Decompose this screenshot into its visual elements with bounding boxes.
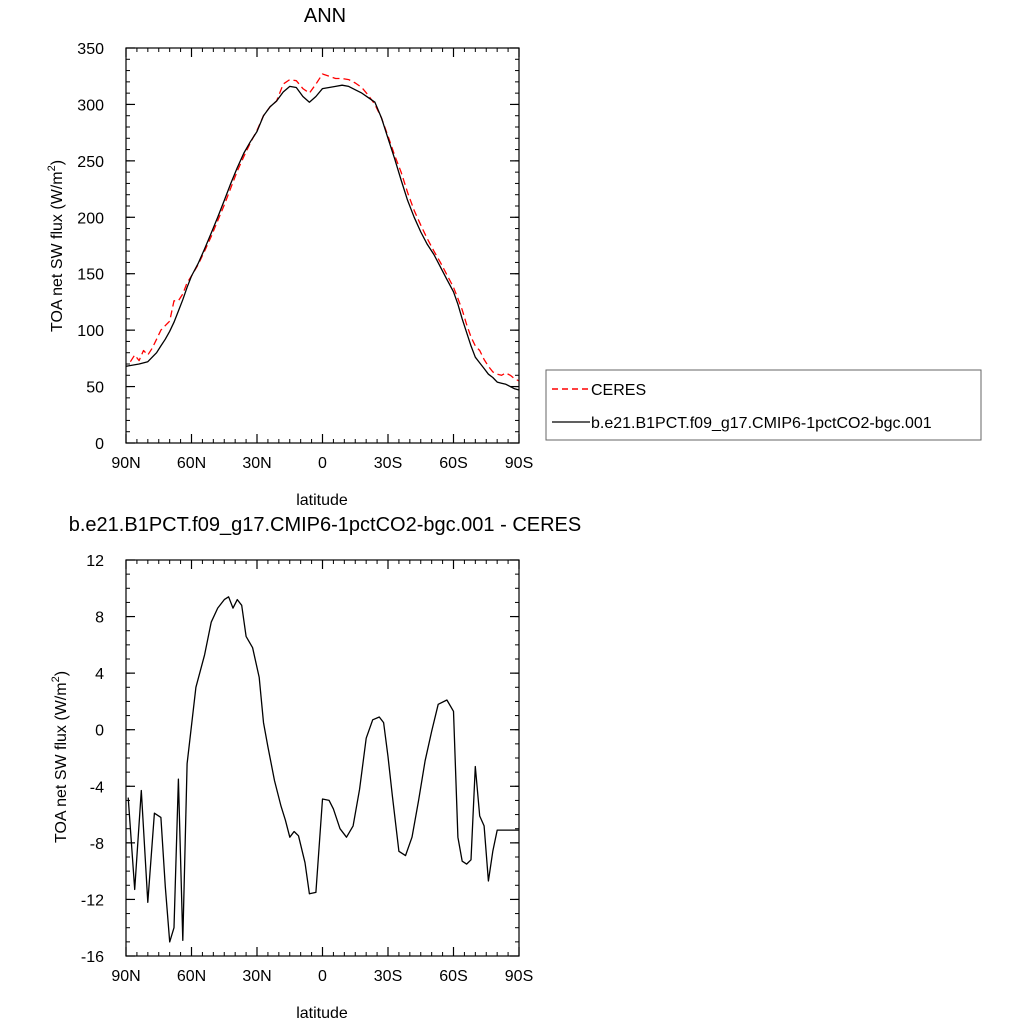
x-tick-label: 30S bbox=[374, 968, 402, 985]
x-tick-label: 0 bbox=[318, 455, 327, 472]
x-tick-label: 0 bbox=[318, 968, 327, 985]
y-tick-label: -16 bbox=[81, 949, 104, 966]
y-tick-label: -8 bbox=[90, 836, 104, 853]
legend: CERES b.e21.B1PCT.f09_g17.CMIP6-1pctCO2-… bbox=[545, 369, 982, 441]
x-tick-label: 90S bbox=[505, 968, 533, 985]
y-tick-label: -12 bbox=[81, 892, 104, 909]
series-line-model bbox=[127, 596, 519, 943]
bottom-y-tick-labels: -16 -12 -8 -4 0 4 8 12 bbox=[81, 553, 104, 966]
top-plot-frame bbox=[125, 47, 520, 444]
bottom-y-axis-label-sup: 2 bbox=[50, 676, 62, 682]
bottom-x-tick-labels: 90N 60N 30N 0 30S 60S 90S bbox=[111, 968, 533, 985]
x-tick-label: 30N bbox=[242, 455, 271, 472]
top-x-axis-label: latitude bbox=[296, 492, 348, 509]
x-tick-label: 60N bbox=[177, 455, 206, 472]
y-tick-label: 150 bbox=[77, 267, 104, 284]
panel-annual-mean: ANN 90N 60N 30N 0 30S 60S 90S 0 50 100 150 200 250 3… bbox=[46, 5, 982, 509]
top-chart-title: ANN bbox=[304, 5, 346, 27]
series-line-model bbox=[125, 84, 520, 391]
y-tick-label: 250 bbox=[77, 154, 104, 171]
top-y-axis-label-main: TOA net SW flux (W/m bbox=[49, 171, 66, 332]
x-tick-label: 60S bbox=[439, 968, 467, 985]
y-tick-label: 4 bbox=[95, 666, 104, 683]
x-tick-label: 30N bbox=[242, 968, 271, 985]
top-y-axis-label-sup: 2 bbox=[46, 165, 58, 171]
y-tick-label: 100 bbox=[77, 323, 104, 340]
y-tick-label: 12 bbox=[86, 553, 104, 570]
series-line-ceres bbox=[129, 73, 520, 382]
bottom-plot-frame bbox=[125, 559, 520, 957]
top-y-tick-labels: 0 50 100 150 200 250 300 350 bbox=[77, 41, 104, 453]
y-tick-label: 200 bbox=[77, 210, 104, 227]
bottom-x-axis-label: latitude bbox=[296, 1005, 348, 1022]
top-y-axis-label: TOA net SW flux (W/m2) bbox=[46, 160, 66, 332]
bottom-axes-ticks bbox=[125, 559, 520, 957]
x-tick-label: 60S bbox=[439, 455, 467, 472]
y-tick-label: 8 bbox=[95, 610, 104, 627]
x-tick-label: 90N bbox=[111, 968, 140, 985]
panel-difference: b.e21.B1PCT.f09_g17.CMIP6-1pctCO2-bgc.00… bbox=[50, 514, 581, 1022]
bottom-y-axis-label-end: ) bbox=[53, 671, 70, 676]
x-tick-label: 60N bbox=[177, 968, 206, 985]
x-tick-label: 90S bbox=[505, 455, 533, 472]
y-tick-label: 350 bbox=[77, 41, 104, 58]
legend-label-ceres: CERES bbox=[591, 382, 646, 399]
y-tick-label: 300 bbox=[77, 97, 104, 114]
x-tick-label: 90N bbox=[111, 455, 140, 472]
top-axes-ticks bbox=[125, 47, 520, 444]
y-tick-label: -4 bbox=[90, 779, 104, 796]
legend-box bbox=[545, 369, 982, 441]
y-tick-label: 0 bbox=[95, 723, 104, 740]
bottom-chart-title: b.e21.B1PCT.f09_g17.CMIP6-1pctCO2-bgc.00… bbox=[69, 514, 581, 536]
top-x-tick-labels: 90N 60N 30N 0 30S 60S 90S bbox=[111, 455, 533, 472]
top-series-lines bbox=[125, 73, 520, 391]
legend-label-model: b.e21.B1PCT.f09_g17.CMIP6-1pctCO2-bgc.00… bbox=[591, 415, 932, 432]
bottom-y-axis-label-main: TOA net SW flux (W/m bbox=[53, 682, 70, 843]
y-tick-label: 0 bbox=[95, 436, 104, 453]
bottom-series-lines bbox=[127, 596, 519, 943]
x-tick-label: 30S bbox=[374, 455, 402, 472]
y-tick-label: 50 bbox=[86, 380, 104, 397]
bottom-y-axis-label: TOA net SW flux (W/m2) bbox=[50, 671, 70, 843]
top-y-axis-label-end: ) bbox=[49, 160, 66, 165]
